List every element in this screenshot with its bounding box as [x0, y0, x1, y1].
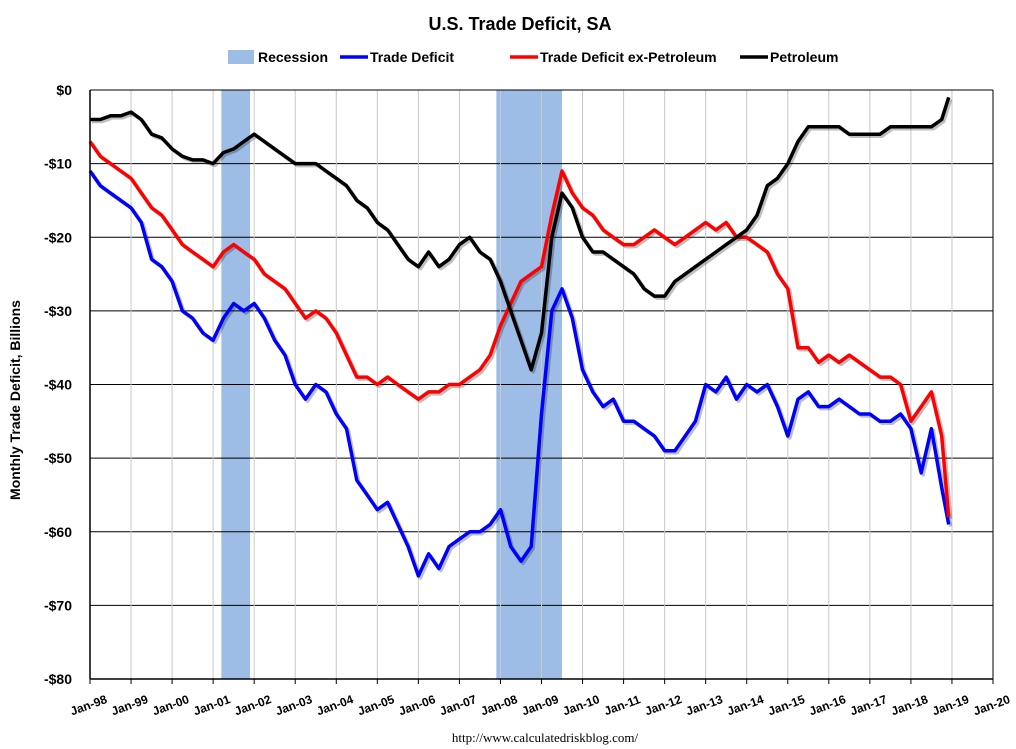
- x-tick-label: Jan-98: [68, 692, 109, 718]
- y-tick-label: -$60: [44, 524, 72, 540]
- y-tick-label: -$20: [44, 229, 72, 245]
- x-axis-tick-labels: Jan-98 Jan-99 Jan-00 Jan-01 Jan-02 Jan-03 Jan-…: [68, 679, 1012, 718]
- series-line-petroleum: [90, 96, 951, 372]
- x-tick-label: Jan-19: [930, 692, 971, 718]
- x-tick-label: Jan-06: [397, 692, 438, 718]
- legend-label-trade-deficit-ex-petroleum: Trade Deficit ex-Petroleum: [540, 49, 717, 65]
- x-tick-label: Jan-08: [479, 692, 520, 718]
- x-tick-label: Jan-17: [848, 692, 889, 718]
- y-tick-label: -$50: [44, 450, 72, 466]
- x-tick-label: Jan-14: [725, 692, 766, 718]
- x-tick-label: Jan-05: [356, 692, 397, 718]
- series-line-trade-deficit-ex-petroleum: [88, 140, 951, 518]
- x-tick-label: Jan-01: [192, 692, 233, 718]
- legend-swatch-recession: [228, 50, 254, 64]
- x-tick-label: Jan-00: [150, 692, 191, 718]
- x-tick-label: Jan-11: [602, 692, 642, 718]
- x-tick-label: Jan-99: [109, 692, 150, 718]
- x-tick-label: Jan-09: [520, 692, 561, 718]
- x-tick-label: Jan-04: [315, 692, 356, 718]
- x-tick-label: Jan-16: [807, 692, 848, 718]
- legend-label-trade-deficit: Trade Deficit: [370, 49, 454, 65]
- y-tick-label: -$80: [44, 671, 72, 687]
- series-line-trade-deficit: [88, 169, 951, 578]
- x-tick-label: Jan-03: [274, 692, 315, 718]
- series-lines: [88, 96, 953, 580]
- x-tick-label: Jan-15: [766, 692, 807, 718]
- y-axis-label: Monthly Trade Deficit, Billions: [7, 300, 23, 500]
- x-tick-label: Jan-12: [643, 692, 684, 718]
- x-tick-label: Jan-20: [971, 692, 1012, 718]
- chart-title: U.S. Trade Deficit, SA: [428, 14, 611, 34]
- y-tick-label: -$40: [44, 377, 72, 393]
- y-tick-label: -$30: [44, 303, 72, 319]
- y-tick-label: $0: [56, 82, 72, 98]
- x-tick-label: Jan-18: [889, 692, 930, 718]
- y-axis-tick-labels: $0 -$10 -$20 -$30 -$40 -$50 -$60 -$70 -$80: [44, 82, 72, 687]
- legend-label-petroleum: Petroleum: [770, 49, 838, 65]
- source-url: http://www.calculatedriskblog.com/: [452, 730, 639, 745]
- x-tick-label: Jan-07: [438, 692, 479, 718]
- y-tick-label: -$10: [44, 156, 72, 172]
- x-tick-label: Jan-02: [233, 692, 274, 718]
- y-tick-label: -$70: [44, 597, 72, 613]
- x-tick-label: Jan-13: [684, 692, 725, 718]
- legend: Recession Trade Deficit Trade Deficit ex-P…: [228, 49, 838, 65]
- x-tick-label: Jan-10: [561, 692, 602, 718]
- legend-label-recession: Recession: [258, 49, 328, 65]
